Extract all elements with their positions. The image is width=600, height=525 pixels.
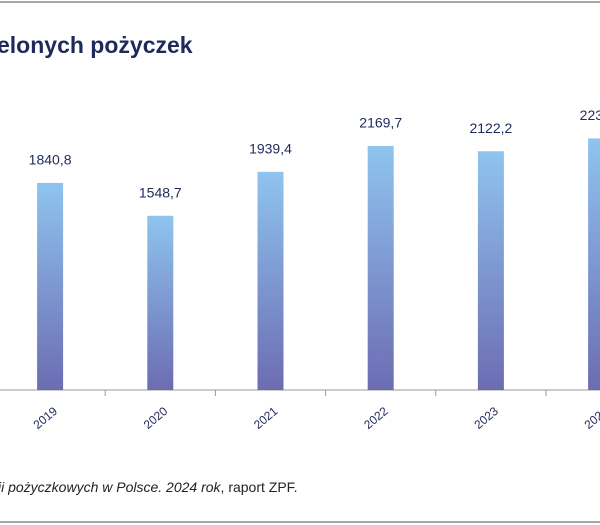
bar [367, 145, 394, 390]
value-label: 1840,8 [29, 152, 72, 168]
x-tick-label: 2022 [361, 404, 391, 432]
bar [147, 215, 174, 390]
x-tick-label: 2020 [141, 404, 171, 432]
value-label: 2122,2 [469, 120, 512, 136]
bar [477, 151, 504, 390]
value-label: 1939,4 [249, 141, 292, 157]
bar [588, 138, 600, 390]
chart-title: elonych pożyczek [0, 32, 193, 58]
x-tick-label: 2019 [31, 404, 61, 432]
x-tick-label: 2023 [471, 404, 501, 432]
source-italic: ji pożyczkowych w Polsce. 2024 rok [0, 479, 222, 495]
source-normal: , raport ZPF. [221, 479, 298, 495]
x-tick-label: 2024 [582, 404, 600, 432]
value-label: 1548,7 [139, 184, 182, 200]
value-label: 2169,7 [359, 115, 402, 131]
value-label: 2236,0 [580, 107, 600, 123]
bar [37, 182, 64, 390]
x-tick-label: 2021 [251, 404, 281, 432]
source-note: ji pożyczkowych w Polsce. 2024 rok, rapo… [0, 479, 298, 495]
bar [257, 171, 284, 390]
